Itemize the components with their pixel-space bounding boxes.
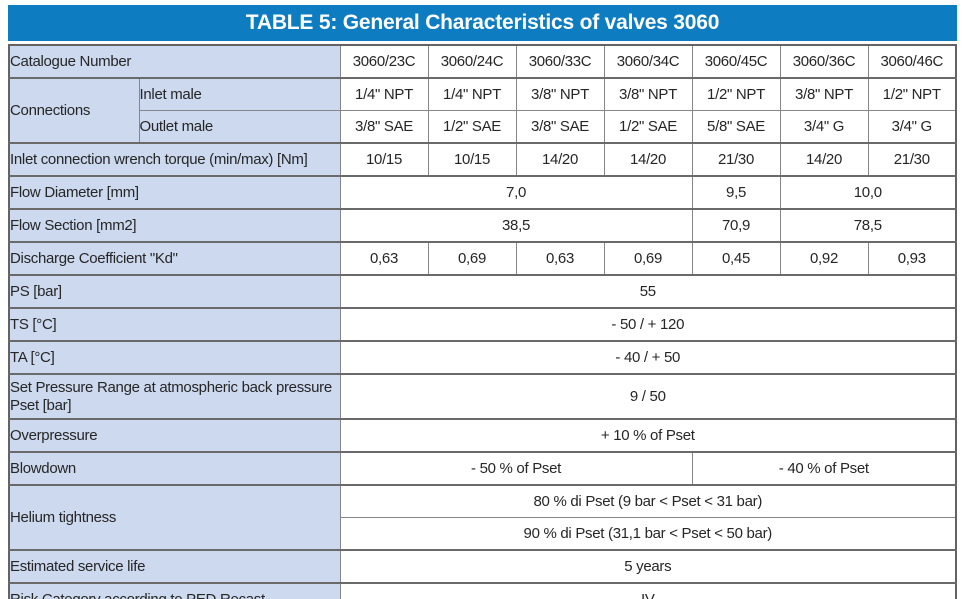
outlet-male-value: 3/4" G — [867, 110, 957, 144]
blowdown-label: Blowdown — [8, 451, 341, 486]
blowdown-value-left: - 50 % of Pset — [339, 451, 693, 486]
wrench-torque-value: 10/15 — [339, 142, 429, 177]
row-set-pressure-range: Set Pressure Range at atmospheric back p… — [8, 373, 957, 420]
outlet-male-label: Outlet male — [138, 110, 341, 144]
discharge-coefficient-value: 0,69 — [603, 241, 693, 276]
row-ts: TS [°C] - 50 / + 120 — [8, 307, 957, 342]
discharge-coefficient-value: 0,92 — [779, 241, 869, 276]
ts-label: TS [°C] — [8, 307, 341, 342]
helium-tightness-value-1: 80 % di Pset (9 bar < Pset < 31 bar) — [339, 484, 957, 518]
flow-diameter-value: 7,0 — [339, 175, 693, 210]
inlet-male-label: Inlet male — [138, 77, 341, 111]
inlet-male-value: 1/2" NPT — [867, 77, 957, 111]
inlet-male-value: 1/4" NPT — [427, 77, 517, 111]
characteristics-table: Catalogue Number 3060/23C 3060/24C 3060/… — [8, 44, 958, 599]
catalogue-number-value: 3060/45C — [691, 44, 781, 79]
flow-diameter-label: Flow Diameter [mm] — [8, 175, 341, 210]
wrench-torque-label: Inlet connection wrench torque (min/max)… — [8, 142, 341, 177]
wrench-torque-value: 10/15 — [427, 142, 517, 177]
row-flow-diameter: Flow Diameter [mm] 7,0 9,5 10,0 — [8, 175, 957, 210]
service-life-label: Estimated service life — [8, 549, 341, 584]
row-service-life: Estimated service life 5 years — [8, 549, 957, 584]
row-catalogue-number: Catalogue Number 3060/23C 3060/24C 3060/… — [8, 44, 957, 79]
flow-diameter-value: 9,5 — [691, 175, 781, 210]
inlet-male-value: 3/8" NPT — [779, 77, 869, 111]
discharge-coefficient-value: 0,93 — [867, 241, 957, 276]
outlet-male-value: 3/8" SAE — [515, 110, 605, 144]
overpressure-label: Overpressure — [8, 418, 341, 453]
inlet-male-value: 3/8" NPT — [515, 77, 605, 111]
row-blowdown: Blowdown - 50 % of Pset - 40 % of Pset — [8, 451, 957, 486]
catalogue-number-label: Catalogue Number — [8, 44, 341, 79]
flow-section-value: 38,5 — [339, 208, 693, 243]
catalogue-number-value: 3060/34C — [603, 44, 693, 79]
overpressure-value: + 10 % of Pset — [339, 418, 957, 453]
ps-value: 55 — [339, 274, 957, 309]
discharge-coefficient-value: 0,69 — [427, 241, 517, 276]
ts-value: - 50 / + 120 — [339, 307, 957, 342]
catalogue-number-value: 3060/46C — [867, 44, 957, 79]
wrench-torque-value: 21/30 — [867, 142, 957, 177]
wrench-torque-value: 14/20 — [779, 142, 869, 177]
catalogue-number-value: 3060/24C — [427, 44, 517, 79]
flow-section-value: 70,9 — [691, 208, 781, 243]
blowdown-value-right: - 40 % of Pset — [691, 451, 957, 486]
catalogue-number-value: 3060/36C — [779, 44, 869, 79]
row-risk-category: Risk Category according to PED Recast IV — [8, 582, 957, 599]
wrench-torque-value: 14/20 — [515, 142, 605, 177]
outlet-male-value: 3/4" G — [779, 110, 869, 144]
outlet-male-value: 1/2" SAE — [427, 110, 517, 144]
helium-tightness-value-2: 90 % di Pset (31,1 bar < Pset < 50 bar) — [339, 517, 957, 551]
table-title: TABLE 5: General Characteristics of valv… — [8, 5, 957, 41]
set-pressure-range-label: Set Pressure Range at atmospheric back p… — [8, 373, 341, 420]
ta-label: TA [°C] — [8, 340, 341, 375]
risk-category-value: IV — [339, 582, 957, 599]
row-connections-inlet: Connections Inlet male 1/4" NPT 1/4" NPT… — [8, 77, 957, 144]
row-helium-tightness-1: Helium tightness 80 % di Pset (9 bar < P… — [8, 484, 957, 551]
discharge-coefficient-value: 0,63 — [339, 241, 429, 276]
wrench-torque-value: 21/30 — [691, 142, 781, 177]
row-flow-section: Flow Section [mm2] 38,5 70,9 78,5 — [8, 208, 957, 243]
inlet-male-value: 1/4" NPT — [339, 77, 429, 111]
outlet-male-value: 3/8" SAE — [339, 110, 429, 144]
row-helium-tightness-2: 90 % di Pset (31,1 bar < Pset < 50 bar) — [9, 517, 957, 551]
discharge-coefficient-value: 0,45 — [691, 241, 781, 276]
discharge-coefficient-label: Discharge Coefficient "Kd" — [8, 241, 341, 276]
row-ta: TA [°C] - 40 / + 50 — [8, 340, 957, 375]
row-overpressure: Overpressure + 10 % of Pset — [8, 418, 957, 453]
row-connections-outlet: Outlet male 3/8" SAE 1/2" SAE 3/8" SAE 1… — [9, 110, 957, 144]
ta-value: - 40 / + 50 — [339, 340, 957, 375]
service-life-value: 5 years — [339, 549, 957, 584]
flow-diameter-value: 10,0 — [779, 175, 957, 210]
inlet-male-value: 3/8" NPT — [603, 77, 693, 111]
row-ps: PS [bar] 55 — [8, 274, 957, 309]
catalogue-number-value: 3060/23C — [339, 44, 429, 79]
row-wrench-torque: Inlet connection wrench torque (min/max)… — [8, 142, 957, 177]
wrench-torque-value: 14/20 — [603, 142, 693, 177]
inlet-male-value: 1/2" NPT — [691, 77, 781, 111]
helium-tightness-label: Helium tightness — [8, 484, 341, 551]
outlet-male-value: 1/2" SAE — [603, 110, 693, 144]
connections-label: Connections — [8, 77, 140, 144]
flow-section-label: Flow Section [mm2] — [8, 208, 341, 243]
row-discharge-coefficient: Discharge Coefficient "Kd" 0,63 0,69 0,6… — [8, 241, 957, 276]
set-pressure-range-value: 9 / 50 — [339, 373, 957, 420]
risk-category-label: Risk Category according to PED Recast — [8, 582, 341, 599]
catalogue-number-value: 3060/33C — [515, 44, 605, 79]
outlet-male-value: 5/8" SAE — [691, 110, 781, 144]
discharge-coefficient-value: 0,63 — [515, 241, 605, 276]
ps-label: PS [bar] — [8, 274, 341, 309]
flow-section-value: 78,5 — [779, 208, 957, 243]
